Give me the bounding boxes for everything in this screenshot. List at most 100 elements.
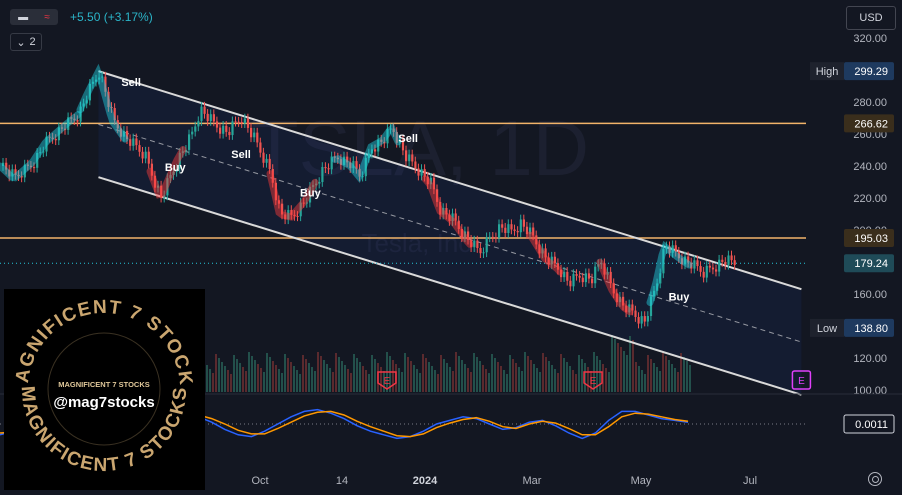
volume-bar <box>671 364 673 392</box>
candle-body <box>705 265 708 278</box>
volume-bar <box>623 351 625 392</box>
volume-bar <box>251 356 253 392</box>
volume-bar <box>389 356 391 392</box>
wave-icon[interactable]: ≈ <box>44 11 50 23</box>
currency-selector[interactable]: USD <box>846 6 896 30</box>
chart-style-toggle[interactable]: ▬ ≈ <box>10 9 58 25</box>
candle-body <box>234 121 237 123</box>
candle-body <box>175 168 178 172</box>
candle-body <box>591 278 594 284</box>
settings-gear-icon[interactable] <box>868 472 882 486</box>
volume-bar <box>374 359 376 392</box>
oscillator-value-label: 0.0011 <box>855 419 888 431</box>
earnings-marker[interactable]: E <box>377 371 397 390</box>
volume-bar <box>635 362 637 392</box>
candle-body <box>622 296 625 306</box>
candle-body <box>178 152 181 169</box>
indicators-toggle[interactable]: ⌄ 2 <box>10 33 42 51</box>
volume-bar <box>233 355 235 392</box>
candle-body <box>98 77 101 80</box>
volume-bar <box>632 340 634 392</box>
volume-bar <box>494 358 496 392</box>
candle-body <box>29 165 33 168</box>
volume-bar <box>206 365 208 392</box>
candle-body <box>609 271 612 284</box>
time-tick-label: Mar <box>523 475 542 487</box>
candle-body <box>333 156 336 158</box>
candle-body <box>727 255 730 265</box>
symbol-watermark: TSLA, 1D <box>251 104 589 192</box>
candle-body <box>634 310 637 318</box>
candle-body <box>107 91 110 107</box>
candle-body <box>265 158 268 163</box>
candle-body <box>11 169 14 177</box>
volume-bar <box>440 355 442 392</box>
volume-bar <box>602 364 604 392</box>
buy-signal-label: Buy <box>165 162 187 174</box>
volume-bar <box>425 358 427 392</box>
volume-bar <box>275 365 277 392</box>
candle-body <box>451 213 454 222</box>
volume-bar <box>611 335 613 392</box>
price-label-bg <box>844 318 894 337</box>
volume-bar <box>626 355 628 392</box>
candle-body <box>8 169 11 177</box>
volume-bar <box>356 358 358 392</box>
earnings-marker[interactable]: E <box>583 371 603 390</box>
volume-bar <box>458 356 460 392</box>
volume-bar <box>212 373 214 392</box>
candle-body <box>48 136 51 138</box>
candle-body <box>361 176 364 178</box>
candle-body <box>349 162 352 169</box>
logo-center-title: MAGNIFICENT 7 STOCKS <box>58 380 150 389</box>
volume-bar <box>413 365 415 392</box>
volume-bar <box>548 361 550 392</box>
candle-body <box>668 246 671 253</box>
volume-bar <box>479 361 481 392</box>
volume-bar <box>605 368 607 392</box>
volume-bar <box>230 374 232 392</box>
candle-body <box>414 161 417 169</box>
volume-bar <box>536 368 538 392</box>
volume-bar <box>596 356 598 392</box>
price-label-tag: High <box>816 66 839 78</box>
volume-bar <box>248 352 250 392</box>
candle-body <box>417 168 420 176</box>
candle-body <box>625 305 628 313</box>
candle-body <box>318 182 321 184</box>
volume-bar <box>647 355 649 392</box>
candle-body <box>392 128 395 132</box>
candle-body <box>597 264 600 267</box>
time-tick-label: Jul <box>743 475 757 487</box>
candle-body <box>126 130 129 140</box>
volume-bar <box>599 360 601 392</box>
price-tick-label: 240.00 <box>853 161 887 173</box>
candle-body <box>116 120 119 129</box>
volume-bar <box>305 359 307 392</box>
candle-body <box>519 219 522 233</box>
candle-body <box>594 266 597 284</box>
volume-bar <box>527 356 529 392</box>
candle-body <box>215 121 219 128</box>
time-tick-label: May <box>631 475 652 487</box>
minus-icon[interactable]: ▬ <box>18 11 29 23</box>
earnings-marker[interactable]: E <box>791 370 812 390</box>
volume-bar <box>620 347 622 392</box>
price-tick-label: 280.00 <box>853 97 887 109</box>
volume-bar <box>461 360 463 392</box>
volume-bar <box>587 367 589 392</box>
candle-body <box>482 252 485 254</box>
candle-body <box>411 154 414 162</box>
candle-body <box>525 226 529 235</box>
volume-bar <box>437 374 439 392</box>
candle-body <box>649 296 653 317</box>
volume-bar <box>299 374 301 392</box>
candle-body <box>665 246 668 250</box>
candle-body <box>259 142 262 153</box>
candle-body <box>612 283 615 294</box>
earnings-marker-box <box>791 370 812 390</box>
candle-body <box>628 304 631 313</box>
volume-bar <box>689 365 691 392</box>
trend-highlight <box>266 170 319 221</box>
